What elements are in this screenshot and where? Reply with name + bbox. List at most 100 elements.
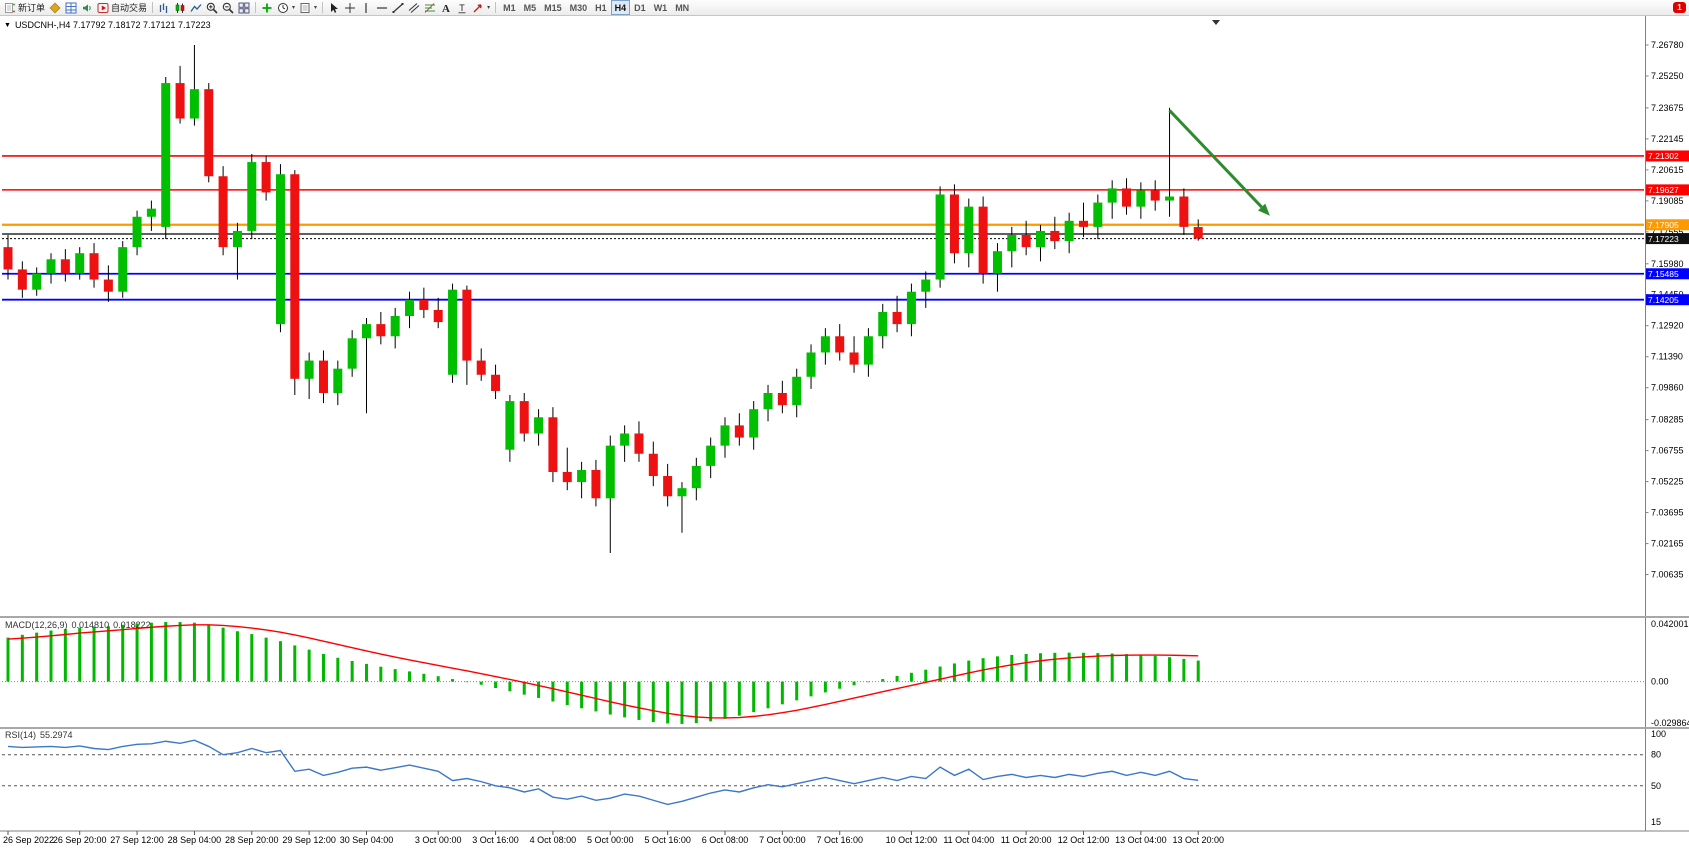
pivot-line-orange-label-text: 7.17905: [1648, 220, 1679, 230]
timeframe-h4-button[interactable]: H4: [610, 0, 631, 15]
label-button[interactable]: T: [454, 1, 470, 15]
macd-histogram-bar: [321, 653, 325, 682]
macd-histogram-bar: [895, 675, 899, 682]
macd-histogram-bar: [1139, 654, 1143, 682]
bullish-candle: [275, 174, 285, 325]
horizontal-line-button[interactable]: [374, 1, 390, 15]
bullish-candle: [1035, 230, 1045, 248]
zoom-out-button[interactable]: [220, 1, 236, 15]
new-order-button[interactable]: 新订单: [2, 1, 47, 15]
macd-histogram-bar: [1168, 657, 1172, 682]
macd-name: MACD(12,26,9): [5, 620, 68, 630]
channel-icon: [408, 2, 420, 13]
timeframe-m15-button[interactable]: M15: [544, 2, 562, 13]
auto-trading-icon: [97, 2, 109, 13]
support-line-lower-label: [1646, 294, 1689, 306]
templates-button[interactable]: ▾: [297, 1, 319, 15]
market-watch-button[interactable]: [47, 1, 63, 15]
toolbar-separator: [495, 2, 497, 13]
chart-menu-icon[interactable]: ▼: [4, 21, 11, 29]
bullish-candle: [792, 376, 802, 406]
crosshair-icon: [345, 2, 356, 13]
time-label: 12 Oct 12:00: [1058, 835, 1110, 845]
line-chart-button[interactable]: [188, 1, 204, 15]
indicators-button[interactable]: [259, 1, 275, 15]
macd-histogram-bar: [494, 681, 498, 688]
bearish-candle: [519, 401, 529, 434]
macd-histogram-bar: [551, 681, 555, 702]
bullish-candle: [1136, 190, 1146, 207]
macd-histogram-bar: [336, 657, 340, 682]
periods-button[interactable]: ▾: [275, 1, 297, 15]
cursor-icon: [331, 2, 338, 13]
timeframe-w1-button[interactable]: W1: [653, 2, 668, 13]
timeframe-m30-button[interactable]: M30: [569, 2, 588, 13]
price-tick-label: 7.19085: [1651, 196, 1684, 206]
bearish-candle: [218, 176, 228, 248]
bar-chart-button[interactable]: [156, 1, 172, 15]
bullish-candle: [1007, 234, 1017, 252]
timeframe-d1-button[interactable]: D1: [634, 2, 646, 13]
bearish-candle: [777, 392, 787, 406]
arrows-button[interactable]: ▾: [470, 1, 492, 15]
macd-indicator-label: MACD(12,26,9) 0.014810 0.018222: [5, 620, 151, 630]
macd-histogram-bar: [1096, 653, 1100, 682]
macd-histogram-bar: [1038, 653, 1042, 682]
bullish-candle: [362, 324, 371, 339]
resistance-line-upper-label: [1646, 150, 1689, 162]
timeframe-mn-button[interactable]: MN: [675, 2, 690, 13]
main-toolbar: 新订单 自动交易 ▾ ▾ A T ▾ M1 M5 M15 M30 H1 H4 D1 W1 MN: [0, 0, 1689, 16]
bearish-candle: [562, 471, 572, 483]
timeframe-m5-button[interactable]: M5: [523, 2, 537, 13]
tile-windows-button[interactable]: [236, 1, 252, 15]
macd-histogram-bar: [565, 681, 569, 706]
template-icon: [300, 2, 310, 13]
time-label: 10 Oct 12:00: [886, 835, 938, 845]
macd-scale-max: 0.042001: [1651, 619, 1689, 629]
bullish-candle: [1107, 188, 1117, 203]
chart-title: ▼ USDCNH-,H4 7.17792 7.18172 7.17121 7.1…: [4, 20, 211, 30]
bullish-candle: [161, 83, 171, 227]
data-window-button[interactable]: [63, 1, 79, 15]
chart-shift-marker: [1212, 20, 1220, 25]
bullish-candle: [677, 488, 687, 497]
text-button[interactable]: A: [438, 1, 454, 15]
trend-arrow-head[interactable]: [1258, 203, 1270, 216]
trend-arrow[interactable]: [1168, 109, 1263, 209]
bullish-candle: [189, 89, 199, 119]
macd-histogram-bar: [709, 681, 713, 722]
macd-histogram-bar: [235, 631, 239, 682]
timeframe-h1-button[interactable]: H1: [595, 2, 607, 13]
macd-histogram-bar: [63, 629, 67, 682]
bullish-candle: [505, 401, 515, 450]
bullish-candle: [448, 289, 458, 375]
bullish-candle: [605, 445, 615, 499]
bullish-candle: [347, 338, 357, 369]
channel-button[interactable]: [406, 1, 422, 15]
time-label: 13 Oct 04:00: [1115, 835, 1167, 845]
auto-trading-button[interactable]: 自动交易: [95, 1, 149, 15]
macd-histogram-bar: [1053, 652, 1057, 682]
macd-histogram-bar: [823, 681, 827, 693]
candlestick-chart-button[interactable]: [172, 1, 188, 15]
price-axis: 7.26780 7.25250 7.23675 7.22145 7.20615 7.190…: [1645, 40, 1689, 580]
price-tick-label: 7.06755: [1651, 446, 1684, 456]
macd-histogram-bar: [307, 649, 311, 682]
macd-histogram-bar: [952, 663, 956, 682]
zoom-in-button[interactable]: [204, 1, 220, 15]
fibonacci-button[interactable]: [422, 1, 438, 15]
macd-histogram-bar: [623, 681, 627, 718]
trendline-button[interactable]: [390, 1, 406, 15]
macd-histogram-bar: [465, 681, 469, 683]
cursor-button[interactable]: [326, 1, 342, 15]
vertical-line-button[interactable]: [358, 1, 374, 15]
price-tick-label: 7.22145: [1651, 134, 1684, 144]
candles-icon: [175, 2, 185, 13]
sound-button[interactable]: [79, 1, 95, 15]
bullish-candle: [1064, 220, 1074, 242]
macd-histogram-bar: [1010, 654, 1014, 682]
crosshair-button[interactable]: [342, 1, 358, 15]
notification-badge[interactable]: 1: [1673, 2, 1686, 13]
timeframe-m1-button[interactable]: M1: [503, 2, 516, 13]
